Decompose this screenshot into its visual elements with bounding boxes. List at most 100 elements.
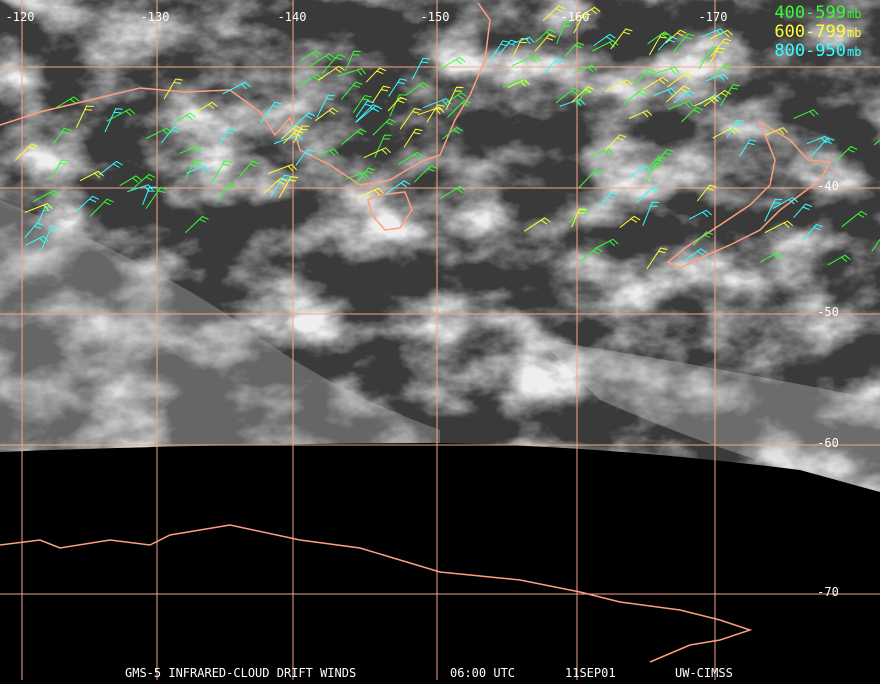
wind-barb [179, 145, 203, 155]
wind-barb [174, 112, 197, 124]
wind-barb [388, 78, 408, 97]
legend-unit: mb [847, 45, 861, 59]
wind-barb [290, 112, 316, 131]
wind-barb [219, 128, 236, 145]
wind-barb [129, 173, 156, 192]
tasmania-coast [367, 191, 413, 231]
wind-barb [578, 168, 604, 188]
wind-barb [764, 220, 794, 234]
wind-barb [681, 106, 704, 123]
wind-barb [293, 125, 310, 144]
wind-barb [295, 149, 315, 166]
wind-barb [646, 155, 666, 171]
wind-barb [645, 162, 663, 183]
wind-barb [25, 235, 49, 246]
wind-barb [697, 184, 717, 202]
wind-barb [184, 215, 209, 234]
wind-barb [592, 39, 619, 52]
legend-unit: mb [847, 26, 861, 40]
wind-barb [405, 81, 430, 96]
wind-barb [439, 185, 466, 200]
wind-barb [502, 78, 528, 88]
wind-barb [653, 87, 677, 96]
wind-barb [765, 127, 789, 136]
wind-barb [399, 107, 422, 130]
wind-barb [321, 53, 346, 74]
wind-barb [238, 160, 260, 178]
wind-barb [571, 208, 587, 228]
wind-barb [534, 28, 556, 43]
wind-barb [542, 5, 566, 22]
wind-barb [667, 71, 694, 88]
wind-barb [345, 171, 370, 180]
wind-barb [594, 238, 619, 249]
wind-barb [426, 104, 445, 123]
wind-barb [196, 101, 218, 113]
wind-barbs [14, 5, 880, 270]
wind-barb [337, 68, 366, 77]
wind-barb [89, 198, 114, 217]
wind-barb [352, 94, 372, 114]
wind-barb [282, 129, 304, 144]
wind-barb [24, 203, 53, 213]
wind-barb [507, 79, 530, 89]
satellite-disk [0, 0, 880, 492]
longitude-label: -160 [561, 10, 590, 24]
wind-barb [610, 28, 633, 50]
wind-barb [573, 64, 598, 74]
wind-barb [186, 165, 210, 174]
wind-barb [263, 177, 288, 194]
wind-barb [316, 148, 339, 157]
wind-barb [593, 33, 616, 47]
wind-barb [726, 119, 745, 138]
wind-barb [705, 73, 729, 82]
longitude-label: -130 [141, 10, 170, 24]
wind-barb [398, 151, 424, 165]
wind-barb [104, 108, 123, 133]
footer-text: 06:00 UTC [450, 666, 515, 680]
wind-barb [564, 41, 585, 57]
wind-barb [701, 28, 726, 38]
wind-barb [665, 29, 687, 44]
latitude-label: -40 [817, 179, 839, 193]
legend-range: 400-599 [774, 3, 846, 23]
legend-entry: 800-950 [774, 41, 846, 61]
wind-barb [341, 81, 363, 100]
wind-barb [413, 165, 438, 183]
footer-text: UW-CIMSS [675, 666, 733, 680]
wind-barb [710, 38, 732, 58]
wind-barb [417, 106, 445, 116]
wind-barb [55, 96, 80, 109]
wind-barb [623, 88, 649, 105]
wind-barb [441, 126, 463, 140]
wind-barb [673, 33, 695, 53]
wind-barb [793, 109, 819, 120]
wind-barb [387, 96, 408, 112]
wind-barb [707, 47, 726, 67]
wind-barb [52, 127, 72, 145]
wind-barb [556, 21, 573, 45]
wind-barb [50, 159, 69, 179]
wind-barb [772, 196, 799, 209]
wind-barb [636, 186, 661, 204]
wind-barb [802, 223, 824, 242]
wind-barb [145, 187, 168, 209]
wind-barb [385, 180, 411, 195]
wind-barb [711, 63, 733, 79]
wind-barb [555, 87, 581, 104]
wind-barb [403, 128, 423, 148]
wind-barb [32, 189, 60, 203]
wind-barb [211, 160, 232, 184]
antarctica-coast [0, 524, 753, 663]
wind-barb [633, 68, 656, 87]
wind-barb [14, 143, 39, 161]
wind-barb [534, 34, 556, 52]
wind-barb [827, 254, 851, 266]
wind-barb [308, 53, 335, 68]
wind-barb [260, 101, 282, 124]
wind-barb [647, 31, 671, 45]
wind-barb [684, 248, 707, 261]
wind-barb [447, 99, 472, 118]
